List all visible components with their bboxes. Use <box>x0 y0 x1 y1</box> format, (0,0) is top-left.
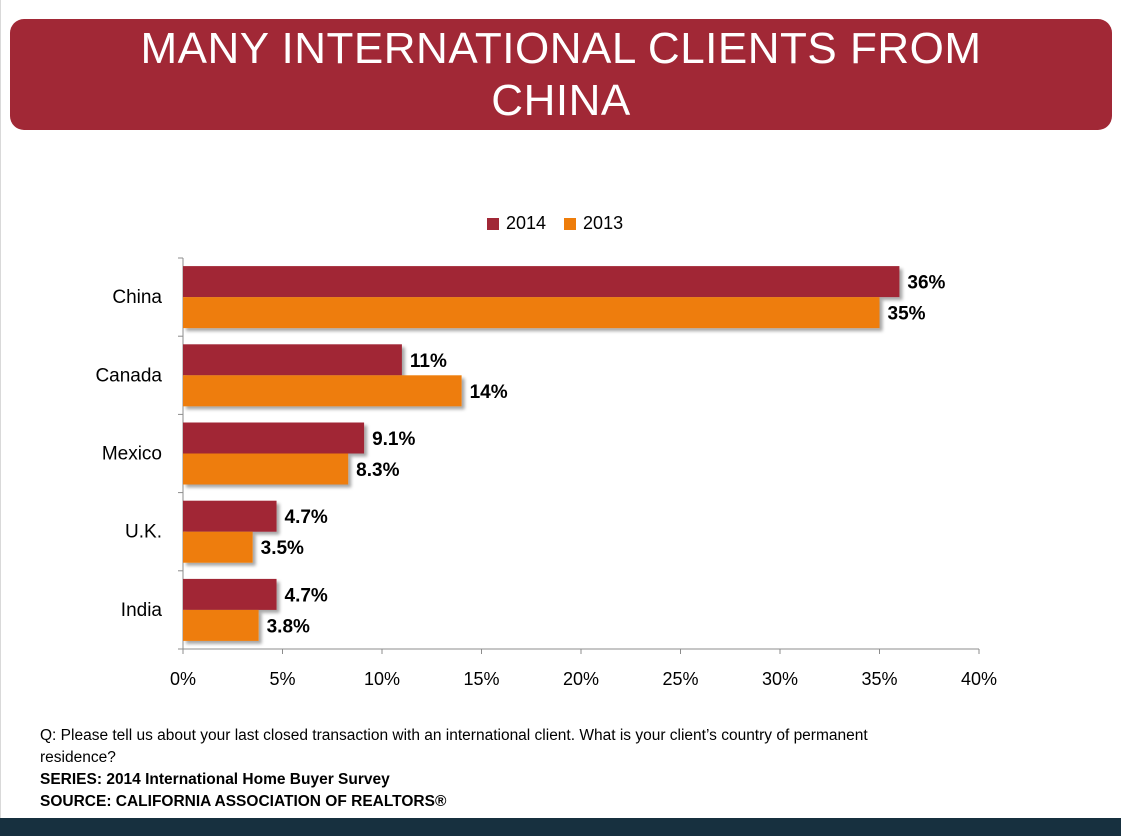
data-label-2013: 3.8% <box>267 616 310 637</box>
data-label-2013: 3.5% <box>261 538 304 559</box>
x-tick-label: 5% <box>269 669 295 689</box>
bar-2014 <box>183 266 900 298</box>
bar-2013 <box>183 609 259 641</box>
bar-2014 <box>183 578 277 610</box>
data-label-2013: 14% <box>470 382 508 403</box>
title-banner: MANY INTERNATIONAL CLIENTS FROM CHINA <box>10 19 1112 130</box>
category-label: China <box>112 287 162 308</box>
x-tick-label: 35% <box>861 669 897 689</box>
data-label-2014: 4.7% <box>285 585 328 606</box>
x-tick-label: 20% <box>563 669 599 689</box>
left-border-rule <box>0 0 1 818</box>
bar-2013 <box>183 453 349 485</box>
legend-swatch-2014 <box>487 217 499 230</box>
legend-label-2014: 2014 <box>506 213 547 233</box>
x-tick-label: 10% <box>364 669 400 689</box>
data-label-2013: 8.3% <box>356 460 399 481</box>
category-label: U.K. <box>125 522 162 543</box>
category-label: India <box>121 600 163 621</box>
x-tick-label: 15% <box>463 669 499 689</box>
data-label-2014: 36% <box>907 273 945 294</box>
data-label-2014: 9.1% <box>372 429 415 450</box>
data-label-2014: 4.7% <box>285 507 328 528</box>
series-note: SERIES: 2014 International Home Buyer Su… <box>40 771 390 788</box>
x-tick-label: 30% <box>762 669 798 689</box>
x-tick-label: 25% <box>662 669 698 689</box>
bar-2014 <box>183 500 277 532</box>
legend-label-2013: 2013 <box>583 213 624 233</box>
footer-bar <box>0 818 1121 836</box>
x-tick-label: 0% <box>170 669 196 689</box>
slide-title: MANY INTERNATIONAL CLIENTS FROM CHINA <box>140 23 982 125</box>
legend-swatch-2013 <box>564 217 577 230</box>
category-label: Canada <box>95 365 162 386</box>
legend-item-2014: 2014 <box>487 213 546 234</box>
source-note: SOURCE: CALIFORNIA ASSOCIATION OF REALTO… <box>40 793 447 810</box>
x-tick-label: 40% <box>961 669 997 689</box>
bar-2013 <box>183 297 880 329</box>
bar-2014 <box>183 422 365 454</box>
chart-legend: 2014 2013 <box>487 213 641 234</box>
category-label: Mexico <box>102 444 162 465</box>
bar-2013 <box>183 375 462 407</box>
survey-question: Q: Please tell us about your last closed… <box>40 727 868 766</box>
survey-notes: Q: Please tell us about your last closed… <box>40 725 870 813</box>
bar-2013 <box>183 531 253 563</box>
legend-item-2013: 2013 <box>564 213 623 234</box>
data-label-2013: 35% <box>888 304 926 325</box>
data-label-2014: 11% <box>410 351 447 372</box>
bar-2014 <box>183 344 402 376</box>
